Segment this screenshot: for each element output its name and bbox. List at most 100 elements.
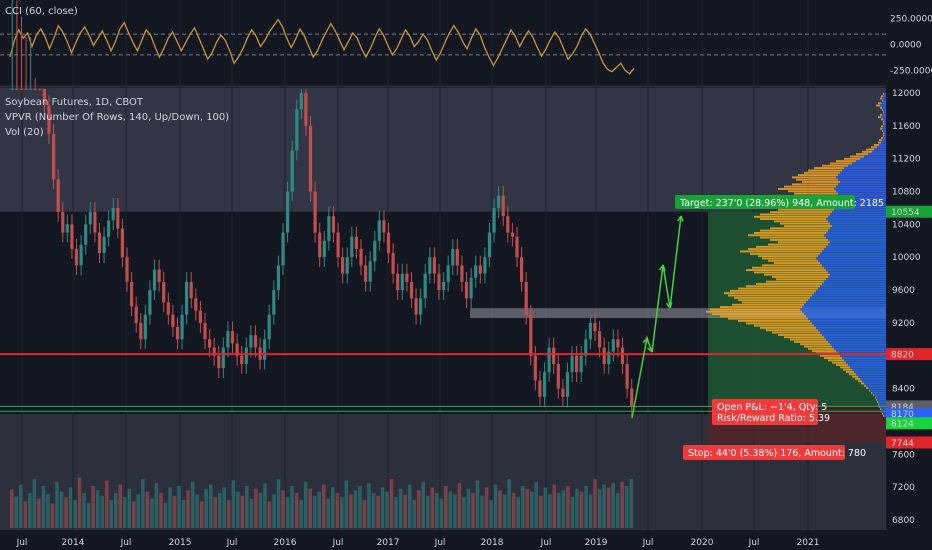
volume-bar bbox=[475, 480, 480, 528]
volume-bar bbox=[511, 493, 516, 528]
vp-down-bar bbox=[762, 257, 816, 260]
stop-price-mark-box bbox=[886, 436, 932, 449]
vp-up-bar bbox=[802, 306, 886, 308]
vp-up-bar bbox=[877, 146, 886, 149]
vp-down-bar bbox=[760, 327, 816, 329]
vp-up-bar bbox=[830, 241, 886, 244]
pnl-badge-text: Risk/Reward Ratio: 5.39 bbox=[717, 413, 830, 424]
vp-up-bar bbox=[826, 218, 886, 220]
vp-down-bar bbox=[879, 139, 882, 142]
vp-up-bar bbox=[822, 250, 886, 253]
vp-up-bar bbox=[824, 248, 886, 251]
volume-bar bbox=[358, 486, 362, 528]
vp-up-bar bbox=[832, 201, 886, 204]
projection-arrowhead bbox=[642, 337, 650, 345]
candle-body bbox=[345, 257, 349, 274]
candle-body bbox=[65, 224, 69, 233]
volume-bar bbox=[611, 483, 615, 528]
vp-down-bar bbox=[740, 250, 822, 253]
volume-bar bbox=[444, 486, 448, 528]
vp-up-bar bbox=[816, 289, 886, 292]
vp-up-bar bbox=[802, 310, 886, 313]
vp-down-bar bbox=[883, 415, 884, 417]
candle-body bbox=[497, 195, 501, 208]
candle-body bbox=[322, 240, 326, 258]
vp-down-bar bbox=[728, 317, 808, 320]
volume-bar bbox=[100, 495, 104, 528]
volume-bar bbox=[552, 484, 557, 528]
volume-bar bbox=[530, 491, 534, 528]
vp-down-bar bbox=[738, 320, 810, 322]
candle-body bbox=[52, 134, 56, 180]
candle-body bbox=[451, 249, 455, 266]
volume-bar bbox=[254, 488, 258, 528]
projection-arrowhead bbox=[677, 215, 684, 222]
vp-down-bar bbox=[774, 262, 820, 264]
candle-body bbox=[620, 347, 625, 364]
vp-up-bar bbox=[834, 188, 886, 190]
vp-down-bar bbox=[706, 310, 802, 313]
upper-shaded-zone bbox=[0, 88, 886, 212]
candle-body bbox=[74, 249, 79, 266]
vp-down-bar bbox=[882, 109, 883, 112]
candle-body bbox=[616, 339, 620, 348]
volume-bar bbox=[95, 490, 100, 528]
vp-up-bar bbox=[824, 336, 886, 339]
candle-body bbox=[409, 281, 414, 299]
candle-body bbox=[221, 347, 225, 369]
volume-bar bbox=[50, 503, 55, 528]
price-tick-label: 8400 bbox=[892, 385, 915, 395]
candle-body bbox=[84, 224, 88, 245]
price-tick-label: 9200 bbox=[892, 319, 915, 329]
vp-up-bar bbox=[856, 160, 886, 163]
vp-up-bar bbox=[828, 220, 886, 223]
volume-bar bbox=[385, 491, 389, 528]
candle-body bbox=[230, 331, 235, 344]
vp-down-bar bbox=[720, 306, 802, 308]
candle-body bbox=[139, 322, 143, 340]
volume-bar bbox=[579, 491, 584, 528]
vp-up-bar bbox=[830, 227, 886, 230]
vp-up-bar bbox=[836, 190, 886, 193]
candle-body bbox=[180, 314, 184, 340]
volume-bar bbox=[349, 494, 353, 528]
vp-down-bar bbox=[866, 148, 874, 151]
candle-body bbox=[542, 372, 547, 397]
candle-body bbox=[575, 355, 579, 373]
volume-bar bbox=[267, 501, 272, 528]
vp-down-bar bbox=[746, 269, 826, 271]
candle-body bbox=[29, 88, 33, 90]
vp-up-bar bbox=[868, 153, 886, 156]
volume-bar bbox=[398, 488, 403, 528]
candle-body bbox=[455, 249, 459, 266]
green-price-mark-box bbox=[886, 417, 932, 430]
volume-bar bbox=[195, 494, 199, 528]
vp-up-bar bbox=[884, 134, 886, 137]
volume-bar bbox=[118, 484, 122, 528]
volume-bar bbox=[303, 481, 308, 528]
vp-up-bar bbox=[838, 178, 886, 181]
volume-bar bbox=[507, 479, 511, 528]
vp-up-bar bbox=[844, 167, 886, 169]
vp-up-bar bbox=[820, 331, 886, 334]
candle-body bbox=[171, 314, 175, 327]
vp-up-bar bbox=[814, 292, 886, 295]
vp-up-bar bbox=[822, 264, 886, 267]
vp-up-bar bbox=[832, 225, 886, 227]
volume-bar bbox=[109, 500, 113, 528]
vp-down-bar bbox=[738, 299, 808, 302]
vp-down-bar bbox=[754, 215, 828, 218]
x-tick-label: 2020 bbox=[691, 538, 714, 548]
candle-body bbox=[607, 351, 611, 364]
vp-up-bar bbox=[872, 391, 886, 394]
candle-body bbox=[111, 208, 115, 221]
vp-down-bar bbox=[864, 384, 866, 387]
vp-down-bar bbox=[760, 229, 828, 232]
price-tick-label: 10800 bbox=[892, 188, 921, 198]
candle-body bbox=[474, 265, 478, 278]
vp-down-bar bbox=[873, 394, 874, 397]
volume-bar bbox=[299, 500, 303, 528]
volume-bar bbox=[91, 486, 95, 528]
candle-body bbox=[359, 249, 363, 266]
